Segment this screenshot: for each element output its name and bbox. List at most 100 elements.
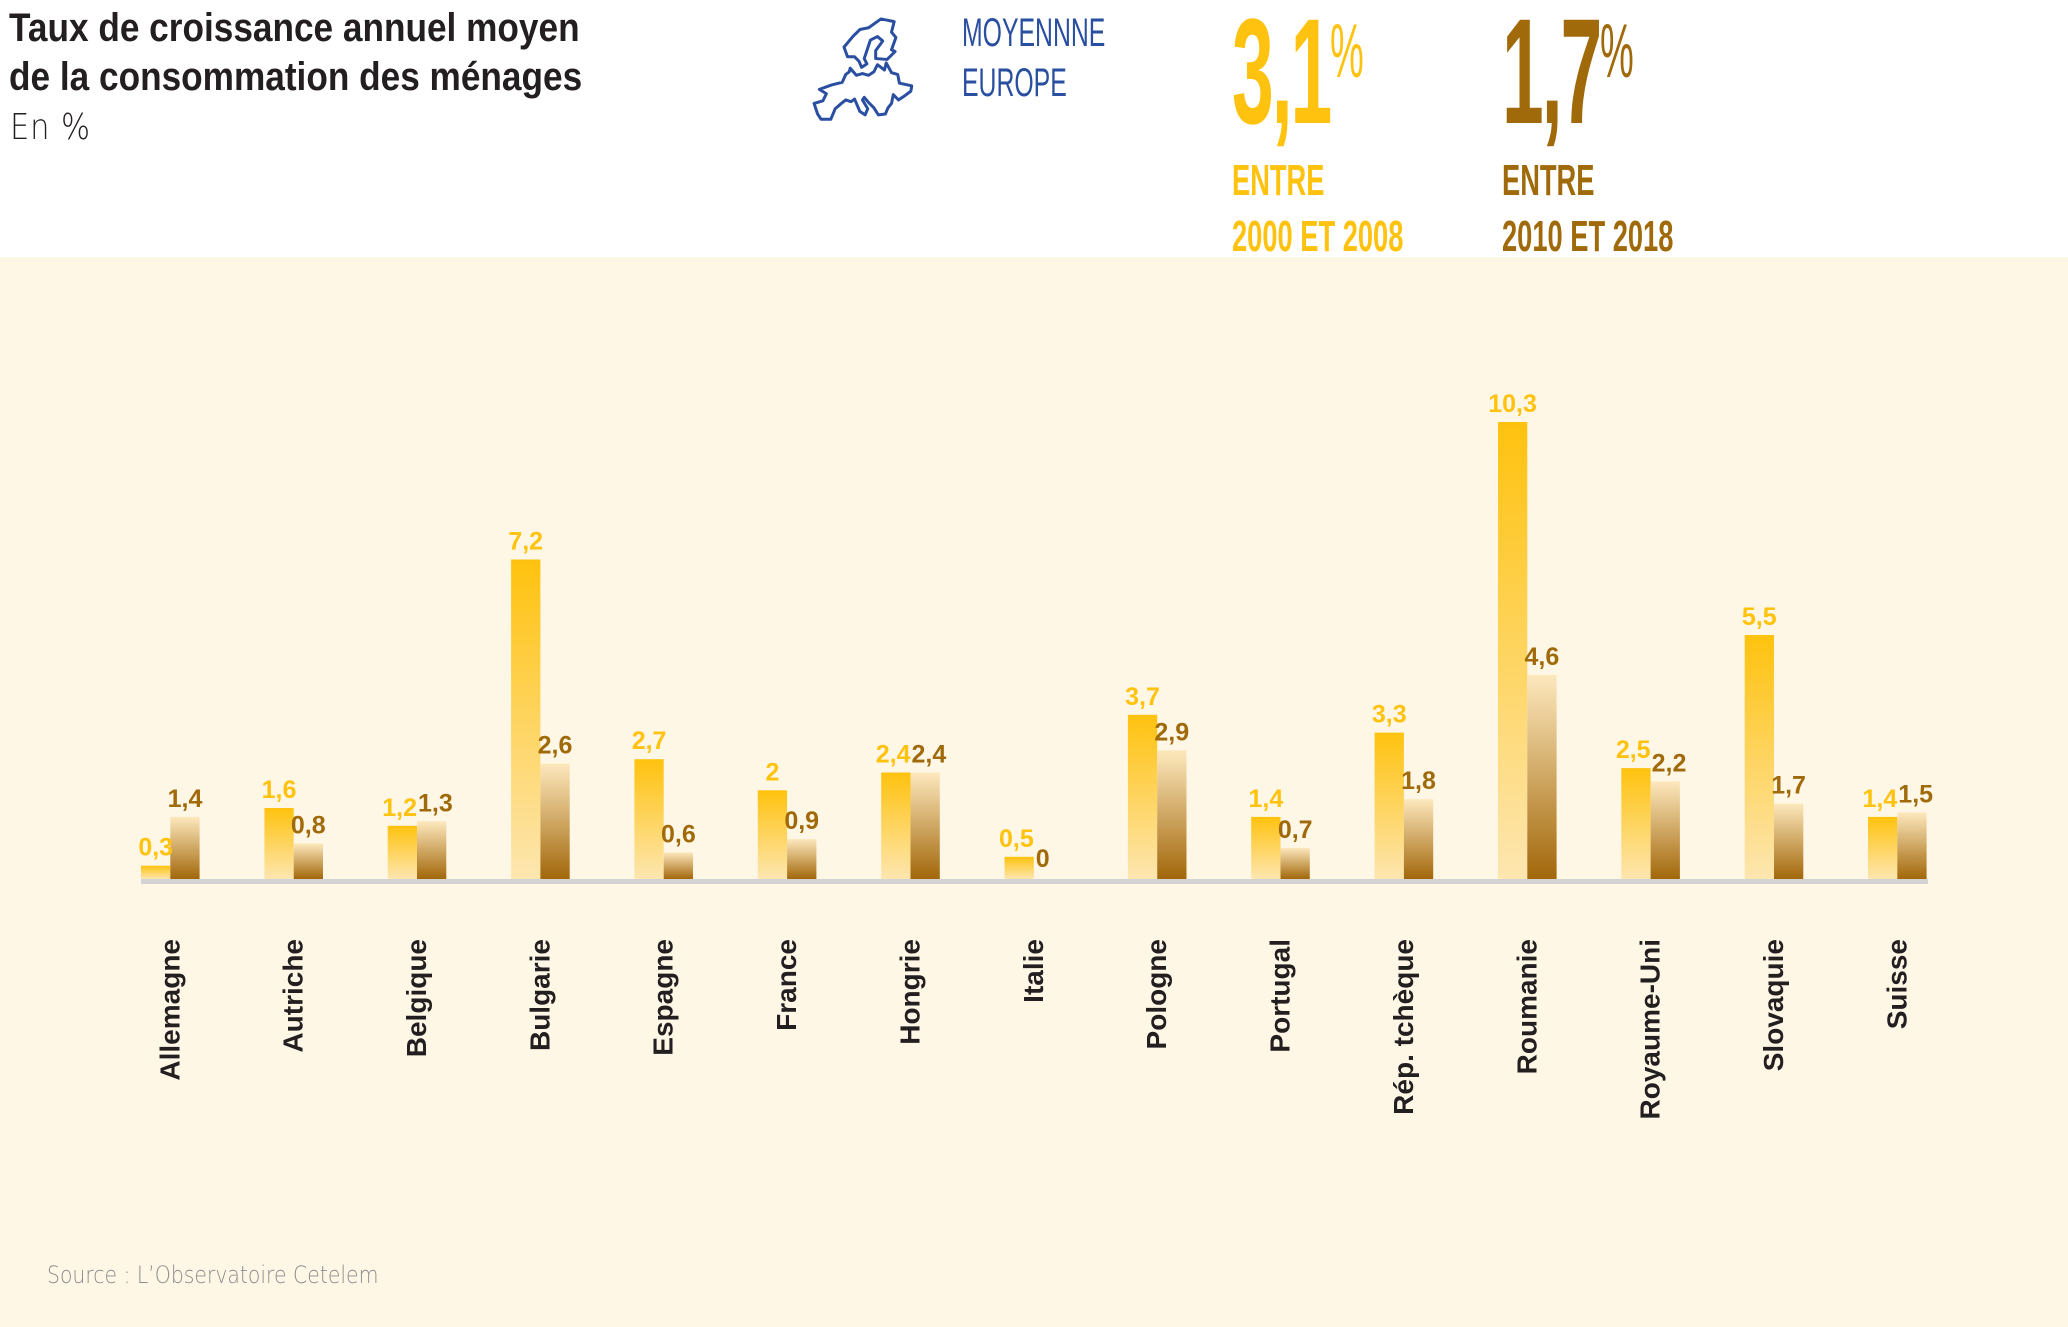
value-label: 2,4 <box>876 741 911 769</box>
x-axis-line <box>141 879 1928 884</box>
bar-2000-2008 <box>881 772 911 879</box>
bars-layer <box>141 422 1927 879</box>
value-label: 1,8 <box>1401 767 1436 795</box>
bar-2000-2008 <box>1251 816 1281 879</box>
kpi-2010-2018: 1,7 % ENTRE 2010 ET 2018 <box>1502 0 1699 261</box>
value-label: 2,5 <box>1616 736 1651 764</box>
bar-2000-2008 <box>757 790 788 879</box>
value-label: 2,9 <box>1154 718 1189 746</box>
value-label: 1,7 <box>1771 772 1806 800</box>
kpi-unit: % <box>1600 9 1634 94</box>
europe-map-icon <box>812 17 914 121</box>
bar-2010-2018 <box>1403 799 1434 879</box>
header <box>0 0 2068 257</box>
bar-2000-2008 <box>264 808 294 879</box>
bar-2010-2018 <box>417 821 447 879</box>
europe-map-outline <box>812 17 914 121</box>
category-label: Portugal <box>1265 939 1296 1053</box>
category-label: Hongrie <box>895 939 926 1045</box>
bar-2000-2008 <box>387 825 417 879</box>
category-label: Espagne <box>648 939 679 1056</box>
value-label: 5,5 <box>1742 603 1777 631</box>
kpi-period-line-1: ENTRE <box>1232 156 1325 205</box>
value-label: 10,3 <box>1488 390 1537 418</box>
kpi-period-line-1: ENTRE <box>1502 156 1595 205</box>
value-label: 3,3 <box>1372 701 1407 729</box>
value-label: 0 <box>1036 845 1050 873</box>
bar-2000-2008 <box>1498 422 1528 879</box>
kpi-unit: % <box>1330 9 1364 94</box>
bar-2010-2018 <box>293 843 323 879</box>
value-label: 0,8 <box>291 812 326 840</box>
value-label: 0,9 <box>784 807 819 835</box>
europe-average-label: MOYENNNE EUROPE <box>962 8 1105 108</box>
bar-2000-2008 <box>141 865 171 879</box>
bar-2000-2008 <box>1868 816 1898 879</box>
value-label: 3,7 <box>1125 683 1160 711</box>
europe-average-line-2: EUROPE <box>962 61 1067 105</box>
bar-2010-2018 <box>910 772 940 879</box>
value-label: 2,2 <box>1652 749 1687 777</box>
category-label: Allemagne <box>154 939 185 1081</box>
bar-2000-2008 <box>511 559 541 879</box>
value-label: 1,2 <box>382 794 417 822</box>
kpi-value: 3,1 <box>1232 0 1332 155</box>
category-label: Roumanie <box>1511 939 1542 1074</box>
value-label: 1,4 <box>168 785 203 813</box>
bar-2000-2008 <box>1744 635 1774 879</box>
value-label: 2,6 <box>538 732 573 760</box>
value-label: 4,6 <box>1525 643 1560 671</box>
bar-2010-2018 <box>1157 750 1187 879</box>
bar-2000-2008 <box>634 759 664 879</box>
category-label: Pologne <box>1141 939 1172 1049</box>
value-label: 0,3 <box>138 834 173 862</box>
category-label: Rép. tchèque <box>1388 939 1419 1115</box>
value-label: 1,5 <box>1898 780 1933 808</box>
bar-2010-2018 <box>663 852 693 879</box>
bar-2010-2018 <box>1774 803 1804 879</box>
category-label: Belgique <box>401 939 432 1057</box>
value-labels-layer: 0,3 1,4 1,6 0,8 1,2 1,3 7,2 2,6 2,7 0,6 20,9 2,4 2,4… <box>138 390 1933 873</box>
category-label: Royaume-Uni <box>1635 939 1666 1119</box>
category-label: Bulgarie <box>524 939 555 1051</box>
source-note: Source : L’Observatoire Cetelem <box>47 1261 379 1289</box>
value-label: 1,6 <box>262 776 297 804</box>
chart-subtitle: En % <box>10 107 91 148</box>
value-label: 1,4 <box>1863 785 1898 813</box>
chart-panel <box>0 257 2068 1327</box>
value-label: 7,2 <box>508 528 543 556</box>
value-label: 1,3 <box>418 789 453 817</box>
bar-2010-2018 <box>540 763 570 879</box>
value-label: 0,6 <box>661 820 696 848</box>
category-labels-layer: Allemagne Autriche Belgique Bulgarie Espagne… <box>154 939 1912 1119</box>
bar-2010-2018 <box>1650 781 1680 879</box>
bar-2010-2018 <box>1527 674 1557 879</box>
title-line-2: de la consommation des ménages <box>9 55 583 99</box>
category-label: Slovaquie <box>1758 939 1789 1071</box>
europe-average-line-1: MOYENNNE <box>962 11 1106 55</box>
category-label: France <box>771 939 802 1031</box>
value-label: 2,4 <box>912 741 947 769</box>
value-label: 2 <box>765 758 779 786</box>
category-label: Autriche <box>278 939 309 1053</box>
bar-2000-2008 <box>1127 714 1158 879</box>
bar-2010-2018 <box>1280 847 1310 879</box>
value-label: 1,4 <box>1249 785 1284 813</box>
value-label: 0,7 <box>1278 816 1313 844</box>
bar-2000-2008 <box>1621 768 1651 879</box>
category-label: Italie <box>1018 939 1049 1003</box>
bar-2000-2008 <box>1374 732 1404 879</box>
kpi-period-line-2: 2000 ET 2008 <box>1232 212 1404 261</box>
title-line-1: Taux de croissance annuel moyen <box>9 6 580 50</box>
bar-2000-2008 <box>1004 856 1034 879</box>
value-label: 0,5 <box>999 825 1034 853</box>
kpi-2000-2008: 3,1 % ENTRE 2000 ET 2008 <box>1232 0 1429 261</box>
kpi-period-line-2: 2010 ET 2018 <box>1502 212 1674 261</box>
bar-2010-2018 <box>170 816 200 879</box>
bar-2010-2018 <box>1897 812 1927 879</box>
kpi-value: 1,7 <box>1502 0 1602 155</box>
category-label: Suisse <box>1881 939 1912 1029</box>
chart-title: Taux de croissance annuel moyen de la co… <box>9 4 582 102</box>
value-label: 2,7 <box>632 727 667 755</box>
